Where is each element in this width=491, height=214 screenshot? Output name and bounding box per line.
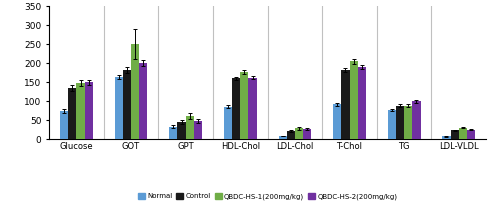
Bar	[224, 107, 232, 139]
Bar	[459, 128, 467, 139]
Bar	[194, 121, 202, 139]
Bar	[303, 129, 311, 139]
Bar	[341, 70, 350, 139]
Bar	[467, 130, 475, 139]
Legend: Normal, Control, QBDC-HS-1(200mg/kg), QBDC-HS-2(200mg/kg): Normal, Control, QBDC-HS-1(200mg/kg), QB…	[138, 193, 397, 200]
Bar	[358, 67, 366, 139]
Bar	[84, 82, 93, 139]
Bar	[139, 63, 147, 139]
Bar	[232, 79, 240, 139]
Bar	[350, 61, 358, 139]
Bar	[287, 131, 295, 139]
Bar	[60, 111, 68, 139]
Bar	[248, 78, 257, 139]
Bar	[295, 128, 303, 139]
Bar	[240, 72, 248, 139]
Bar	[412, 101, 420, 139]
Bar	[131, 44, 139, 139]
Bar	[442, 137, 451, 139]
Bar	[451, 130, 459, 139]
Bar	[186, 116, 194, 139]
Bar	[396, 106, 404, 139]
Bar	[278, 136, 287, 139]
Bar	[169, 127, 177, 139]
Bar	[388, 110, 396, 139]
Bar	[77, 83, 84, 139]
Bar	[177, 122, 186, 139]
Bar	[114, 77, 123, 139]
Bar	[404, 106, 412, 139]
Bar	[68, 88, 77, 139]
Bar	[123, 70, 131, 139]
Bar	[333, 104, 341, 139]
